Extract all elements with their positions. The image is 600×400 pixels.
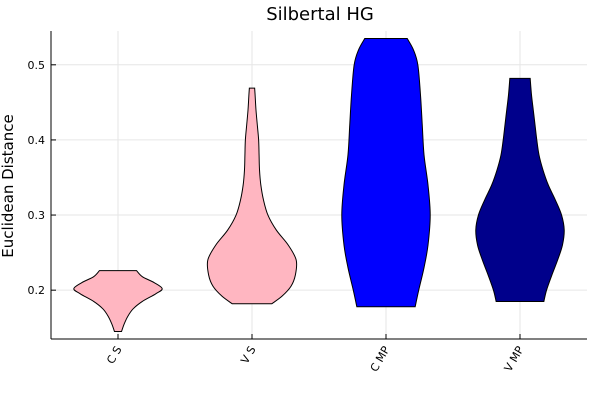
y-tick-label: 0.2 [28, 284, 46, 297]
tick-layer: 0.2 0.3 0.4 0.5 C S V S C MP V MP [28, 59, 527, 374]
axis-layer [50, 31, 587, 340]
x-tick-label: C S [104, 344, 124, 366]
y-axis-label: Euclidean Distance [0, 114, 17, 257]
violin-v-mp [475, 77, 565, 302]
x-tick-label: V S [238, 344, 258, 366]
x-tick-label: V MP [502, 344, 527, 374]
violin-layer [73, 38, 565, 332]
violin-v-s [206, 87, 298, 305]
x-tick-label: C MP [368, 344, 393, 374]
y-tick-label: 0.4 [28, 134, 46, 147]
violin-c-mp [341, 38, 431, 308]
violin-c-s [73, 270, 163, 332]
y-tick-label: 0.5 [28, 59, 46, 72]
y-tick-label: 0.3 [28, 209, 46, 222]
chart-title: Silbertal HG [266, 4, 374, 25]
